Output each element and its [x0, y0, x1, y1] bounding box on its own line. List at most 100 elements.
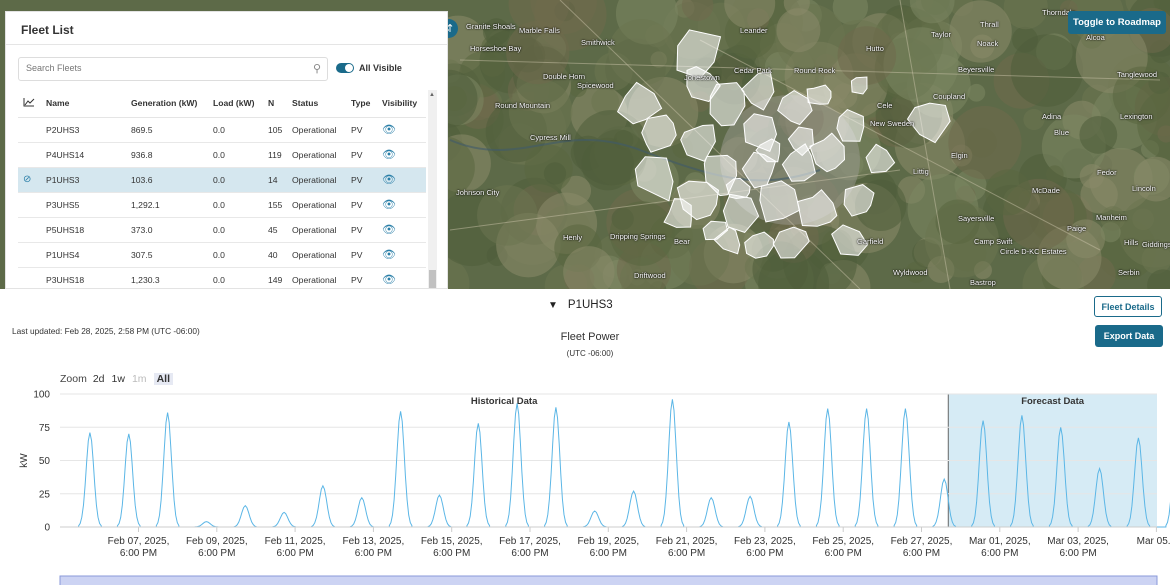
visibility-cell[interactable]: 👁 [382, 167, 426, 193]
zoom-label: Zoom [60, 373, 87, 385]
fleet-polygon[interactable] [759, 180, 801, 223]
fleet-details-button[interactable]: Fleet Details [1094, 296, 1162, 317]
eye-icon[interactable]: 👁 [382, 224, 396, 236]
eye-icon[interactable]: 👁 [382, 274, 396, 286]
fleet-power-chart[interactable]: 0 25 50 75 100 kW Historical Data Forecast Data… [0, 390, 1170, 585]
fleet-polygon[interactable] [772, 226, 810, 259]
fleet-polygon[interactable] [616, 81, 663, 125]
fleet-polygon[interactable] [865, 143, 896, 174]
row-select-cell[interactable] [18, 192, 46, 218]
fleet-polygon[interactable] [843, 184, 875, 217]
n-cell: 105 [268, 117, 292, 143]
table-scrollbar[interactable]: ▲ [428, 90, 437, 288]
fleet-polygon[interactable] [641, 114, 677, 153]
map-label-noack: Noack [977, 39, 999, 48]
fleet-polygon[interactable] [831, 224, 869, 256]
all-visible-toggle[interactable]: All Visible [336, 63, 402, 73]
status-cell: Operational [292, 242, 351, 268]
eye-icon[interactable]: 👁 [382, 124, 396, 136]
table-row[interactable]: P1UHS4 307.5 0.0 40 Operational PV 👁 [18, 242, 426, 268]
fleet-polygon[interactable] [702, 220, 729, 241]
scroll-up-icon[interactable]: ▲ [429, 92, 435, 98]
col-header-generation[interactable]: Generation (kW) [131, 90, 213, 118]
map-label-cele: Cele [877, 101, 893, 110]
generation-cell: 103.6 [131, 167, 213, 193]
map-label-littig: Littig [913, 167, 929, 176]
fleet-polygon[interactable] [634, 156, 674, 202]
fleet-polygon[interactable] [836, 109, 865, 142]
visibility-cell[interactable]: 👁 [382, 117, 426, 143]
chart-column-icon [18, 90, 46, 118]
selected-check-icon[interactable]: ⊘ [18, 167, 46, 193]
table-row[interactable]: P4UHS14 936.8 0.0 119 Operational PV 👁 [18, 142, 426, 168]
col-header-visibility[interactable]: Visibility [382, 90, 426, 118]
map-label-bastrop: Bastrop [970, 278, 996, 287]
col-header-type[interactable]: Type [351, 90, 382, 118]
fleet-name-cell: P3UHS5 [46, 192, 131, 218]
col-header-n[interactable]: N [268, 90, 292, 118]
visibility-cell[interactable]: 👁 [382, 192, 426, 218]
fleet-polygon[interactable] [680, 124, 716, 162]
load-cell: 0.0 [213, 142, 268, 168]
visibility-cell[interactable]: 👁 [382, 142, 426, 168]
fleet-polygon[interactable] [781, 143, 816, 182]
toggle-roadmap-button[interactable]: Toggle to Roadmap [1068, 11, 1166, 34]
generation-cell: 307.5 [131, 242, 213, 268]
col-header-name[interactable]: Name [46, 90, 131, 118]
col-header-load[interactable]: Load (kW) [213, 90, 268, 118]
check-circle-icon[interactable]: ⊘ [23, 174, 32, 185]
fleet-polygon[interactable] [725, 177, 751, 200]
row-select-cell[interactable] [18, 142, 46, 168]
row-select-cell[interactable] [18, 242, 46, 268]
map-label-smithwick: Smithwick [581, 38, 615, 47]
export-data-button[interactable]: Export Data [1095, 325, 1163, 347]
search-input[interactable] [26, 63, 296, 73]
scroll-thumb[interactable] [429, 270, 436, 288]
table-row[interactable]: P3UHS18 1,230.3 0.0 149 Operational PV 👁 [18, 267, 426, 288]
table-row[interactable]: P5UHS18 373.0 0.0 45 Operational PV 👁 [18, 217, 426, 243]
y-tick-label: 100 [33, 390, 50, 401]
table-row[interactable]: P2UHS3 869.5 0.0 105 Operational PV 👁 [18, 117, 426, 143]
fleet-polygon[interactable] [744, 231, 774, 259]
fleet-polygon[interactable] [850, 76, 868, 95]
eye-icon[interactable]: 👁 [382, 149, 396, 161]
x-tick-label: Feb 21, 2025, 6:00 PM [656, 536, 718, 559]
fleet-polygon[interactable] [777, 90, 813, 126]
eye-icon[interactable]: 👁 [382, 199, 396, 211]
fleet-polygon[interactable] [906, 102, 951, 144]
table-row[interactable]: ⊘ P1UHS3 103.6 0.0 14 Operational PV 👁 [18, 167, 426, 193]
zoom-1w-button[interactable]: 1w [111, 373, 125, 385]
visibility-cell[interactable]: 👁 [382, 217, 426, 243]
satellite-map[interactable]: Granite Shoals Marble Falls Horseshoe Bay S… [0, 0, 1170, 289]
row-select-cell[interactable] [18, 267, 46, 288]
table-row[interactable]: P3UHS5 1,292.1 0.0 155 Operational PV 👁 [18, 192, 426, 218]
power-series-line[interactable] [78, 399, 1170, 528]
map-canvas[interactable] [0, 0, 1170, 289]
search-icon[interactable]: ⚲ [312, 63, 321, 75]
fleet-polygon[interactable] [722, 193, 760, 233]
visibility-cell[interactable]: 👁 [382, 267, 426, 288]
fleet-polygon[interactable] [787, 126, 814, 157]
col-header-status[interactable]: Status [292, 90, 351, 118]
toggle-switch[interactable] [336, 63, 354, 73]
fleet-selector[interactable]: ▼ P1UHS3 [548, 299, 613, 311]
map-label-paige: Paige [1067, 224, 1087, 233]
fleet-polygon[interactable] [755, 138, 781, 163]
zoom-2d-button[interactable]: 2d [92, 373, 105, 385]
row-select-cell[interactable] [18, 217, 46, 243]
chevron-down-icon[interactable]: ▼ [548, 299, 558, 311]
fleet-polygon[interactable] [806, 84, 832, 105]
row-select-cell[interactable] [18, 117, 46, 143]
y-tick-label: 0 [44, 523, 50, 534]
visibility-cell[interactable]: 👁 [382, 242, 426, 268]
fleet-polygon[interactable] [740, 71, 775, 111]
zoom-all-button[interactable]: All [153, 373, 173, 385]
search-box[interactable]: ⚲ [18, 57, 328, 81]
eye-icon[interactable]: 👁 [382, 174, 396, 186]
fleet-polygon[interactable] [663, 198, 692, 228]
range-navigator[interactable] [59, 575, 1158, 585]
eye-icon[interactable]: 👁 [382, 249, 396, 261]
x-tick-label: Feb 13, 2025, 6:00 PM [343, 536, 405, 559]
fleet-polygon[interactable] [796, 189, 838, 227]
chart-subtitle: (UTC -06:00) [566, 349, 614, 358]
